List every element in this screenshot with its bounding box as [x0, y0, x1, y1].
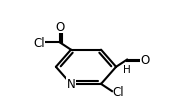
Text: O: O: [141, 54, 150, 67]
Text: O: O: [55, 21, 65, 34]
Text: N: N: [67, 78, 75, 91]
Text: Cl: Cl: [33, 37, 45, 50]
Text: Cl: Cl: [113, 85, 125, 98]
Text: H: H: [123, 65, 131, 74]
